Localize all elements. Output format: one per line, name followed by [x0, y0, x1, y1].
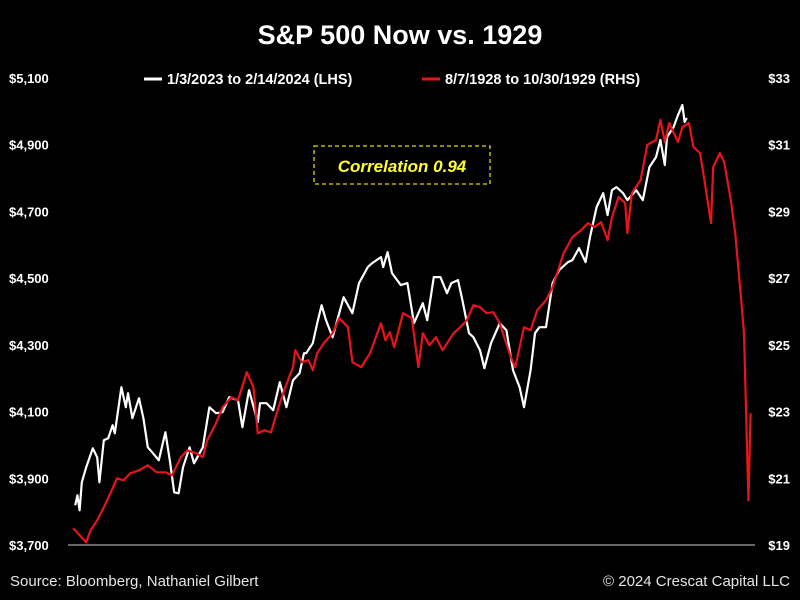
- left-tick-label: $4,100: [9, 405, 49, 420]
- left-tick-label: $4,500: [9, 271, 49, 286]
- left-tick-label: $3,700: [9, 538, 49, 553]
- series-line-2023: [74, 103, 688, 512]
- right-tick-label: $23: [768, 405, 790, 420]
- legend-label-1929: 8/7/1928 to 10/30/1929 (RHS): [445, 72, 640, 88]
- correlation-box-border: [313, 145, 491, 185]
- right-tick-label: $19: [768, 538, 790, 553]
- left-axis: $3,700 $3,900 $4,100 $4,300 $4,500 $4,700 $4,9…: [9, 71, 49, 553]
- chart-title: S&P 500 Now vs. 1929: [258, 20, 543, 50]
- right-tick-label: $29: [768, 204, 790, 219]
- copyright-note: © 2024 Crescat Capital LLC: [603, 573, 790, 590]
- correlation-label: Correlation 0.94: [338, 157, 467, 176]
- right-tick-label: $27: [768, 271, 790, 286]
- right-tick-label: $21: [768, 471, 790, 486]
- left-tick-label: $4,300: [9, 338, 49, 353]
- series-group: [72, 103, 752, 544]
- right-tick-label: $25: [768, 338, 790, 353]
- left-tick-label: $3,900: [9, 471, 49, 486]
- source-note: Source: Bloomberg, Nathaniel Gilbert: [10, 573, 259, 590]
- legend-label-2023: 1/3/2023 to 2/14/2024 (LHS): [167, 72, 353, 88]
- right-tick-label: $33: [768, 71, 790, 86]
- series-line-1929: [72, 118, 752, 544]
- legend: 1/3/2023 to 2/14/2024 (LHS) 8/7/1928 to …: [144, 72, 640, 88]
- right-axis: $19 $21 $23 $25 $27 $29 $31 $33: [768, 71, 790, 553]
- left-tick-label: $4,700: [9, 204, 49, 219]
- left-tick-label: $4,900: [9, 138, 49, 153]
- correlation-box: Correlation 0.94: [313, 145, 491, 185]
- left-tick-label: $5,100: [9, 71, 49, 86]
- right-tick-label: $31: [768, 138, 790, 153]
